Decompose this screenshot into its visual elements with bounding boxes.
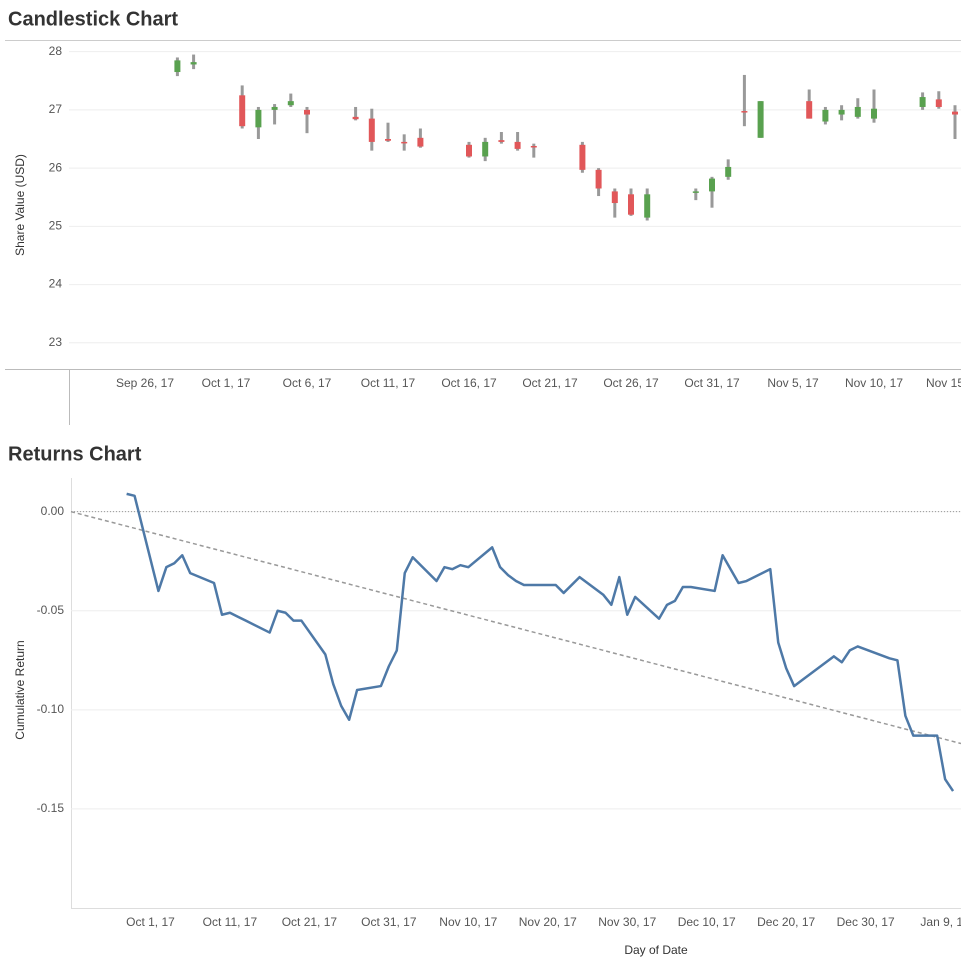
x-tick-label: Oct 6, 17 bbox=[283, 376, 332, 390]
candle-body bbox=[271, 106, 278, 110]
candle-body bbox=[255, 109, 262, 128]
candle-body bbox=[838, 109, 845, 115]
y-tick-label: -0.10 bbox=[37, 702, 65, 716]
x-tick-label: Jan 9, 18 bbox=[920, 915, 961, 929]
y-tick-label: 28 bbox=[49, 44, 63, 58]
candle-body bbox=[709, 178, 715, 192]
candle-body bbox=[871, 108, 877, 119]
x-tick-label: Oct 31, 17 bbox=[361, 915, 417, 929]
x-tick-label: Oct 21, 17 bbox=[282, 915, 338, 929]
candle-body bbox=[935, 99, 942, 107]
candle-body bbox=[806, 101, 813, 119]
x-tick-label: Oct 1, 17 bbox=[202, 376, 251, 390]
candle-body bbox=[239, 95, 246, 127]
candle-body bbox=[287, 101, 294, 106]
candle-body bbox=[466, 144, 472, 157]
x-tick-label: Oct 11, 17 bbox=[203, 915, 258, 929]
candle-body bbox=[741, 111, 748, 113]
x-tick-label: Nov 15, 17 bbox=[926, 376, 961, 390]
y-tick-label: 0.00 bbox=[41, 504, 65, 518]
y-axis-title: Share Value (USD) bbox=[13, 154, 27, 256]
candle-body bbox=[530, 145, 537, 148]
chart-title: Candlestick Chart bbox=[8, 8, 178, 30]
candle-body bbox=[595, 169, 602, 189]
candle-body bbox=[579, 144, 586, 170]
x-tick-label: Oct 16, 17 bbox=[441, 376, 497, 390]
candle-body bbox=[190, 62, 197, 65]
candle-body bbox=[644, 194, 651, 218]
candle-body bbox=[385, 138, 391, 141]
y-tick-label: 23 bbox=[49, 335, 63, 349]
x-tick-label: Dec 30, 17 bbox=[837, 915, 895, 929]
x-tick-label: Oct 1, 17 bbox=[126, 915, 175, 929]
x-tick-label: Dec 10, 17 bbox=[678, 915, 736, 929]
candle-body bbox=[854, 106, 861, 117]
candle-body bbox=[401, 141, 408, 144]
candle-body bbox=[514, 141, 521, 149]
candle-body bbox=[919, 97, 926, 107]
y-tick-label: 24 bbox=[49, 277, 63, 291]
candle-body bbox=[692, 191, 699, 193]
y-tick-label: -0.15 bbox=[37, 801, 65, 815]
x-tick-label: Oct 21, 17 bbox=[522, 376, 578, 390]
candle-body bbox=[352, 116, 359, 120]
x-tick-label: Nov 10, 17 bbox=[439, 915, 497, 929]
y-tick-label: 25 bbox=[49, 219, 63, 233]
x-axis-title: Day of Date bbox=[624, 943, 688, 957]
x-tick-label: Oct 26, 17 bbox=[603, 376, 659, 390]
x-tick-label: Dec 20, 17 bbox=[757, 915, 815, 929]
candle-body bbox=[174, 60, 181, 73]
candle-body bbox=[368, 118, 375, 142]
line bbox=[126, 492, 955, 792]
candle-body bbox=[482, 141, 489, 157]
candle-body bbox=[757, 101, 764, 138]
y-tick-label: -0.05 bbox=[37, 603, 65, 617]
x-tick-label: Oct 31, 17 bbox=[684, 376, 740, 390]
chart-title: Returns Chart bbox=[8, 443, 142, 465]
trend-line bbox=[70, 510, 961, 745]
candle-body bbox=[628, 194, 634, 215]
x-tick-label: Nov 20, 17 bbox=[519, 915, 577, 929]
x-tick-label: Sep 26, 17 bbox=[116, 376, 174, 390]
x-tick-label: Oct 11, 17 bbox=[361, 376, 416, 390]
candle-body bbox=[304, 109, 310, 115]
y-tick-label: 27 bbox=[49, 102, 63, 116]
x-tick-label: Nov 10, 17 bbox=[845, 376, 903, 390]
x-tick-label: Nov 30, 17 bbox=[598, 915, 656, 929]
candle-body bbox=[822, 109, 829, 122]
y-axis-title: Cumulative Return bbox=[13, 640, 27, 739]
y-tick-label: 26 bbox=[49, 160, 63, 174]
candle-body bbox=[952, 111, 958, 115]
candle-body bbox=[611, 191, 618, 204]
candle-body bbox=[725, 166, 732, 177]
x-tick-label: Nov 5, 17 bbox=[767, 376, 819, 390]
candle-body bbox=[417, 137, 424, 147]
candle-body bbox=[498, 140, 505, 142]
